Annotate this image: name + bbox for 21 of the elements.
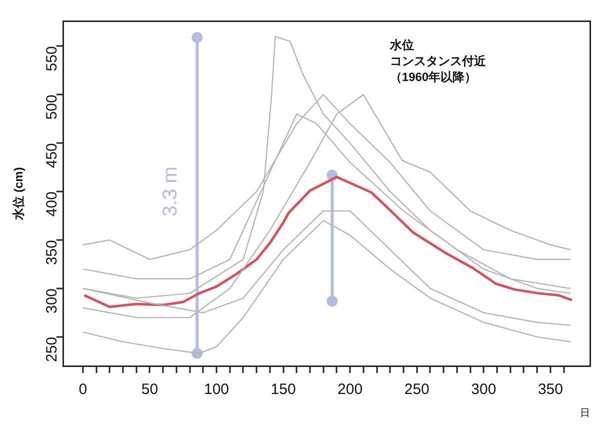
- x-tick-label: 200: [338, 381, 363, 398]
- y-tick-label: 500: [44, 94, 61, 120]
- x-tick-label: 100: [204, 381, 230, 398]
- text: 水位: [388, 38, 414, 52]
- annotation: （1960年以降）: [390, 70, 477, 84]
- y-tick-label: 400: [44, 192, 61, 217]
- x-tick-label: 300: [471, 381, 496, 398]
- y-tick-label: 550: [44, 46, 61, 72]
- text: コンスタンス付近: [390, 54, 487, 68]
- x-tick-label: 50: [141, 381, 158, 398]
- x-tick-label: 0: [78, 381, 88, 398]
- annotation: 3.3 m: [160, 166, 182, 217]
- y-tick-label: 450: [44, 143, 61, 168]
- y-tick-label: 350: [44, 240, 61, 266]
- x-tick-label: 150: [270, 381, 296, 398]
- y-tick-label: 250: [44, 336, 61, 362]
- x-tick-label: 350: [538, 381, 563, 398]
- x-axis-title: 日: [580, 408, 590, 419]
- y-tick-label: 300: [44, 288, 61, 314]
- y-axis-title: 水位 (cm): [12, 167, 26, 221]
- x-tick-label: 250: [404, 381, 430, 398]
